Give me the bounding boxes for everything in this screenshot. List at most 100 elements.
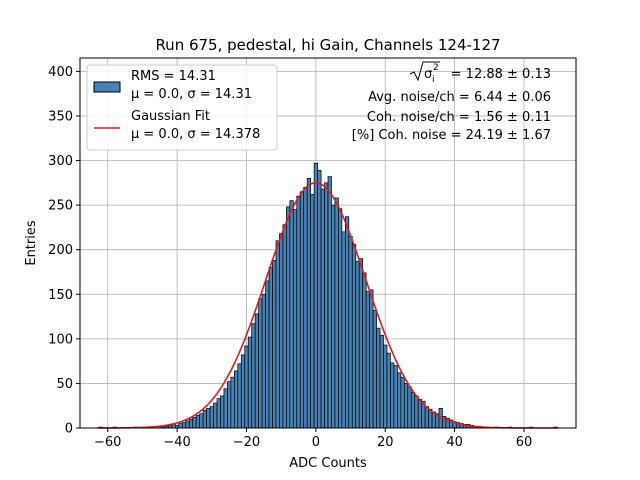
x-axis-label: ADC Counts [289, 456, 367, 471]
histogram-bar [181, 422, 187, 429]
histogram-bar [286, 206, 291, 429]
coh-noise-text: Coh. noise/ch = 1.56 ± 0.11 [367, 110, 551, 125]
x-tick-label: −60 [94, 435, 121, 450]
y-tick-label: 200 [48, 243, 73, 258]
legend-frame [86, 64, 278, 151]
sigma-value: = 12.88 ± 0.13 [451, 67, 551, 82]
histogram-bar [310, 194, 315, 429]
histogram-bar [338, 208, 343, 429]
histogram-bar [299, 191, 305, 429]
histogram-bar [327, 176, 332, 429]
legend-fit-label-line1: Gaussian Fit [131, 109, 210, 124]
legend-bar-label-line2: μ = 0.0, σ = 14.31 [131, 87, 252, 102]
histogram-bar [265, 280, 270, 429]
histogram-bar [379, 334, 384, 429]
histogram-bar [230, 376, 235, 429]
histogram-bar [282, 224, 287, 429]
histogram-bar [348, 235, 353, 429]
histogram-bar [403, 383, 409, 429]
legend-fit-label-line2: μ = 0.0, σ = 14.378 [131, 127, 260, 142]
histogram-bar [344, 216, 350, 429]
histogram-bar [213, 402, 218, 429]
histogram-bar [188, 418, 194, 429]
x-tick-label: 40 [446, 435, 463, 450]
histogram-bar [292, 209, 298, 429]
histogram-bar [397, 372, 402, 429]
y-tick-label: 350 [48, 109, 73, 124]
x-tick-label: 0 [312, 435, 320, 450]
histogram-bar [400, 376, 405, 429]
histogram-bar [365, 291, 370, 429]
sigma-subscript: i [432, 75, 435, 85]
histogram-bar [383, 344, 388, 429]
y-tick-label: 100 [48, 332, 73, 347]
plot-frame [79, 57, 577, 429]
histogram-bar [313, 162, 318, 429]
sqrt-sigma-annotation: σ 2 i = 12.88 ± 0.13 [409, 61, 551, 85]
histogram-bar [410, 391, 416, 429]
y-tick-label: 0 [65, 422, 73, 437]
histogram-bar [320, 188, 325, 429]
y-tick-label: 250 [48, 199, 73, 214]
histogram-bar [324, 182, 329, 429]
histogram-bar [185, 420, 190, 429]
legend-bar-label-line1: RMS = 14.31 [131, 69, 216, 84]
histogram-bar [279, 233, 284, 429]
histogram-bar [358, 258, 364, 429]
histogram-bar [209, 406, 214, 429]
histogram-bar [424, 406, 429, 429]
histogram-bar [275, 240, 280, 429]
y-tick-label: 300 [48, 154, 73, 169]
x-tick-label: 60 [516, 435, 533, 450]
sqrt-symbol [409, 61, 440, 82]
histogram-bar [341, 231, 346, 429]
legend: RMS = 14.31 μ = 0.0, σ = 14.31 Gaussian … [86, 64, 278, 151]
y-axis-ticks: 0 50 100 150 200 250 300 350 400 [48, 65, 80, 437]
y-tick-label: 50 [56, 377, 73, 392]
histogram-bar [303, 186, 308, 429]
histogram-bar [227, 381, 232, 429]
histogram-bar [334, 197, 339, 429]
sigma-superscript: 2 [433, 63, 439, 73]
histogram-bar [407, 386, 412, 429]
histogram-bar [289, 200, 294, 429]
histogram-bar [331, 204, 336, 429]
histogram-bar [195, 415, 201, 429]
histogram-bar [372, 309, 377, 429]
histogram-bar [206, 408, 211, 429]
histogram-bar [317, 169, 322, 429]
y-tick-label: 150 [48, 288, 73, 303]
histogram-bar [192, 416, 197, 429]
pct-coh-noise-text: [%] Coh. noise = 24.19 ± 1.67 [352, 128, 551, 143]
histogram-bar [386, 352, 391, 429]
histogram-bar [178, 423, 183, 429]
sigma-symbol: σ [424, 67, 432, 82]
chart-title: Run 675, pedestal, hi Gain, Channels 124… [155, 36, 500, 54]
histogram-bar [272, 260, 277, 429]
histogram-bar [237, 363, 242, 429]
histogram-bar [216, 398, 221, 429]
histogram-bar [199, 413, 204, 429]
histogram-bar [268, 267, 273, 429]
histogram-bar [258, 298, 263, 429]
histogram-bar [223, 388, 228, 429]
histogram-bar [240, 354, 246, 429]
histogram-bar [202, 409, 207, 429]
histogram-bar [261, 293, 266, 429]
histogram-bar [393, 365, 398, 429]
histogram-bar [244, 345, 249, 429]
histogram-bar [254, 313, 259, 429]
histogram-bar [247, 336, 253, 429]
histogram-bar [417, 399, 423, 429]
histogram-bar [220, 395, 225, 429]
x-axis-ticks: −60 −40 −20 0 20 40 60 [94, 428, 532, 450]
histogram-bar [376, 327, 381, 429]
histogram-bar [390, 362, 395, 429]
x-tick-label: −20 [233, 435, 260, 450]
histogram-bar [414, 395, 419, 429]
y-tick-label: 400 [48, 65, 73, 80]
histogram-bar [296, 195, 301, 429]
histogram-bar [355, 260, 360, 429]
x-tick-label: 20 [377, 435, 394, 450]
